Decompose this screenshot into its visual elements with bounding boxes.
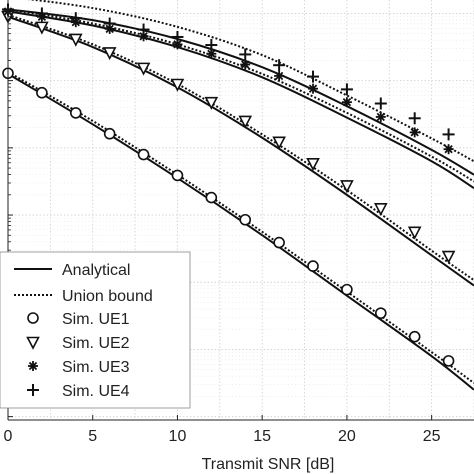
sim-marker-ue3 bbox=[375, 111, 386, 122]
sim-marker-ue2 bbox=[136, 62, 151, 76]
sim-marker-ue1 bbox=[69, 107, 82, 119]
x-tick-label: 20 bbox=[338, 428, 356, 445]
sim-marker-ue4 bbox=[442, 128, 455, 141]
legend-ue3-label: Sim. UE3 bbox=[62, 359, 130, 376]
union-bound-curve-ue4 bbox=[27, 0, 474, 163]
sim-marker-ue3 bbox=[409, 127, 420, 138]
x-tick-label: 5 bbox=[88, 428, 97, 445]
sim-marker-ue1 bbox=[341, 283, 353, 296]
legend-marker-glyph-ue4 bbox=[27, 384, 39, 396]
sim-marker-ue4 bbox=[340, 83, 353, 96]
x-tick-label: 15 bbox=[253, 428, 271, 445]
sim-marker-ue1 bbox=[239, 213, 252, 226]
legend-marker-glyph-ue2 bbox=[26, 336, 40, 350]
sim-marker-ue1 bbox=[408, 330, 421, 343]
curves bbox=[7, 0, 474, 391]
sim-marker-ue2 bbox=[102, 47, 117, 61]
analytical-curve-ue3 bbox=[7, 10, 474, 190]
legend-union-label: Union bound bbox=[62, 288, 153, 305]
legend: Analytical Union bound Sim. UE1 Sim. UE2… bbox=[0, 251, 191, 409]
sim-marker-ue4 bbox=[408, 112, 421, 125]
legend-ue2-label: Sim. UE2 bbox=[62, 335, 130, 352]
sim-marker-ue4 bbox=[137, 23, 150, 36]
sim-marker-ue1 bbox=[137, 148, 150, 161]
x-axis-label: Transmit SNR [dB] bbox=[202, 456, 335, 473]
sim-marker-ue2 bbox=[35, 21, 49, 35]
legend-box bbox=[0, 251, 191, 409]
sim-marker-ue1 bbox=[374, 307, 387, 319]
sim-marker-ue3 bbox=[341, 97, 352, 108]
analytical-curve-ue1 bbox=[7, 73, 474, 391]
sim-marker-ue4 bbox=[69, 12, 82, 25]
analytical-curve-ue2 bbox=[7, 15, 474, 287]
sim-marker-ue4 bbox=[171, 30, 184, 43]
union-bound-curve-ue3 bbox=[7, 8, 474, 183]
sim-marker-ue2 bbox=[170, 78, 185, 92]
sim-marker-ue4 bbox=[307, 70, 320, 83]
x-tick-label: 0 bbox=[4, 428, 13, 445]
x-tick-label: 10 bbox=[169, 428, 187, 445]
sim-marker-ue4 bbox=[103, 17, 116, 30]
sim-marker-ue2 bbox=[272, 136, 286, 150]
sim-marker-ue2 bbox=[306, 157, 320, 172]
sim-marker-ue2 bbox=[340, 180, 354, 194]
legend-marker-glyph-ue1 bbox=[27, 312, 39, 324]
sim-marker-ue1 bbox=[171, 169, 184, 182]
sim-marker-ue1 bbox=[442, 355, 455, 367]
sim-marker-ue4 bbox=[374, 97, 387, 110]
legend-analytical-label: Analytical bbox=[62, 262, 130, 279]
legend-ue4-label: Sim. UE4 bbox=[62, 383, 130, 400]
sim-marker-ue1 bbox=[273, 236, 285, 249]
legend-ue4-marker bbox=[27, 384, 39, 396]
sim-marker-ue2 bbox=[68, 33, 83, 47]
x-ticks: 0 5 10 15 20 25 bbox=[4, 415, 441, 445]
legend-ue3-marker bbox=[28, 361, 38, 371]
x-tick-label: 25 bbox=[423, 428, 441, 445]
sim-marker-ue1 bbox=[307, 260, 319, 272]
sim-markers bbox=[1, 3, 456, 367]
sim-marker-ue2 bbox=[238, 115, 253, 129]
sim-marker-ue1 bbox=[36, 86, 48, 99]
sim-marker-ue4 bbox=[273, 59, 286, 72]
sim-marker-ue2 bbox=[407, 226, 422, 240]
legend-ue2-marker bbox=[26, 336, 40, 350]
sim-marker-ue3 bbox=[240, 59, 251, 70]
sim-marker-ue4 bbox=[239, 48, 252, 61]
sim-marker-ue1 bbox=[205, 191, 218, 204]
legend-ue1-marker bbox=[27, 312, 39, 324]
analytical-curve-ue4 bbox=[7, 8, 474, 176]
sim-marker-ue3 bbox=[443, 144, 454, 155]
sim-marker-ue1 bbox=[103, 127, 116, 140]
sim-marker-ue3 bbox=[308, 83, 319, 94]
sim-marker-ue4 bbox=[205, 39, 218, 52]
legend-marker-glyph-ue3 bbox=[28, 361, 38, 371]
sim-marker-ue3 bbox=[274, 70, 285, 81]
legend-ue1-label: Sim. UE1 bbox=[62, 311, 130, 328]
sim-marker-ue2 bbox=[204, 96, 219, 110]
sim-marker-ue4 bbox=[35, 7, 48, 20]
sim-marker-ue2 bbox=[441, 250, 456, 264]
sim-marker-ue2 bbox=[373, 203, 388, 217]
union-bound-curve-ue1 bbox=[7, 71, 474, 384]
union-bound-curve-ue2 bbox=[7, 13, 474, 282]
